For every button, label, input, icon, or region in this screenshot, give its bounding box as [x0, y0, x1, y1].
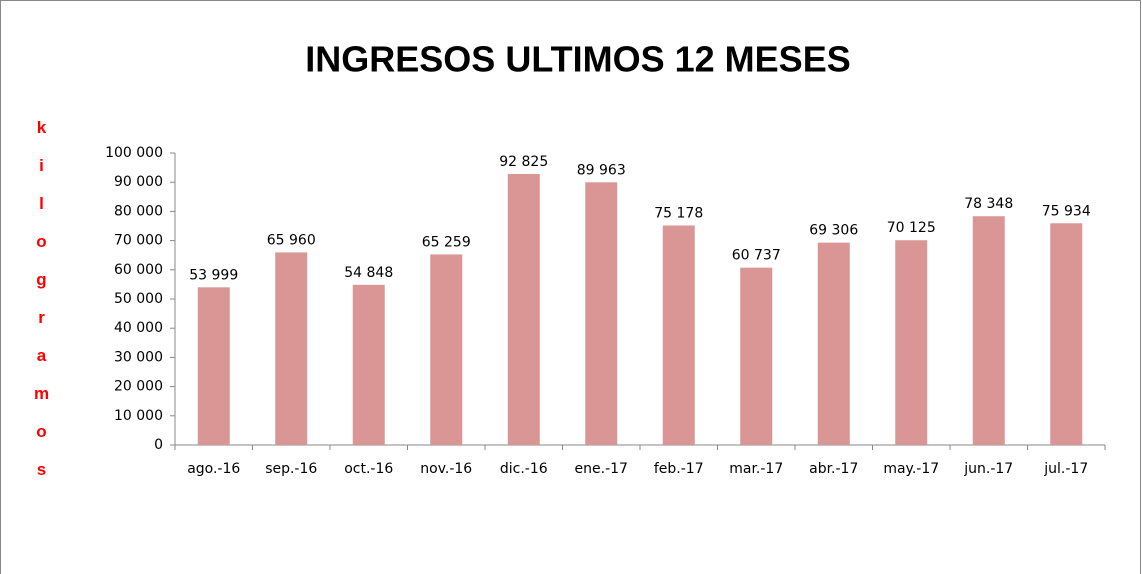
x-tick-label: nov.-16 — [420, 461, 472, 477]
value-label: 78 348 — [964, 196, 1013, 212]
x-tick-label: abr.-17 — [809, 461, 858, 477]
x-tick-label: dic.-16 — [500, 461, 548, 477]
bar — [197, 287, 230, 445]
bar — [430, 254, 463, 445]
y-tick-label: 70 000 — [114, 233, 163, 249]
y-tick-label: 40 000 — [114, 320, 163, 336]
value-label: 92 825 — [499, 154, 548, 170]
x-tick-label: feb.-17 — [654, 461, 704, 477]
value-label: 60 737 — [732, 248, 781, 264]
bar — [507, 173, 540, 446]
bar — [275, 252, 308, 445]
x-tick-label: jun.-17 — [963, 461, 1013, 477]
bar — [352, 284, 385, 445]
x-tick-label: ene.-17 — [575, 461, 628, 477]
bar — [817, 242, 850, 445]
value-label: 70 125 — [887, 220, 936, 236]
y-tick-label: 30 000 — [114, 349, 163, 365]
y-tick-label: 10 000 — [114, 408, 163, 424]
value-label: 65 259 — [422, 234, 471, 250]
y-tick-label: 90 000 — [114, 174, 163, 190]
value-label: 75 178 — [654, 205, 703, 221]
x-tick-label: may.-17 — [883, 461, 939, 477]
value-label: 69 306 — [809, 223, 858, 239]
y-axis-label: kilogramos — [32, 118, 51, 498]
bar — [895, 240, 928, 445]
bar — [972, 216, 1005, 445]
y-tick-label: 0 — [154, 437, 163, 453]
x-tick-label: oct.-16 — [344, 461, 393, 477]
x-tick-label: sep.-16 — [265, 461, 317, 477]
y-tick-label: 100 000 — [105, 145, 163, 161]
value-label: 53 999 — [189, 267, 238, 283]
value-label: 65 960 — [267, 232, 316, 248]
value-label: 75 934 — [1042, 203, 1091, 219]
y-tick-label: 20 000 — [114, 379, 163, 395]
x-tick-label: mar.-17 — [729, 461, 783, 477]
chart-title: INGRESOS ULTIMOS 12 MESES — [305, 39, 850, 80]
value-label: 54 848 — [344, 265, 393, 281]
y-tick-label: 50 000 — [114, 291, 163, 307]
y-tick-label: 60 000 — [114, 262, 163, 278]
value-label: 89 963 — [577, 162, 626, 178]
x-tick-label: ago.-16 — [187, 461, 240, 477]
bar — [585, 182, 618, 445]
y-tick-label: 80 000 — [114, 203, 163, 219]
bar — [662, 225, 695, 445]
bar — [1050, 223, 1083, 445]
bar — [740, 267, 773, 445]
x-tick-label: jul.-17 — [1043, 461, 1088, 477]
